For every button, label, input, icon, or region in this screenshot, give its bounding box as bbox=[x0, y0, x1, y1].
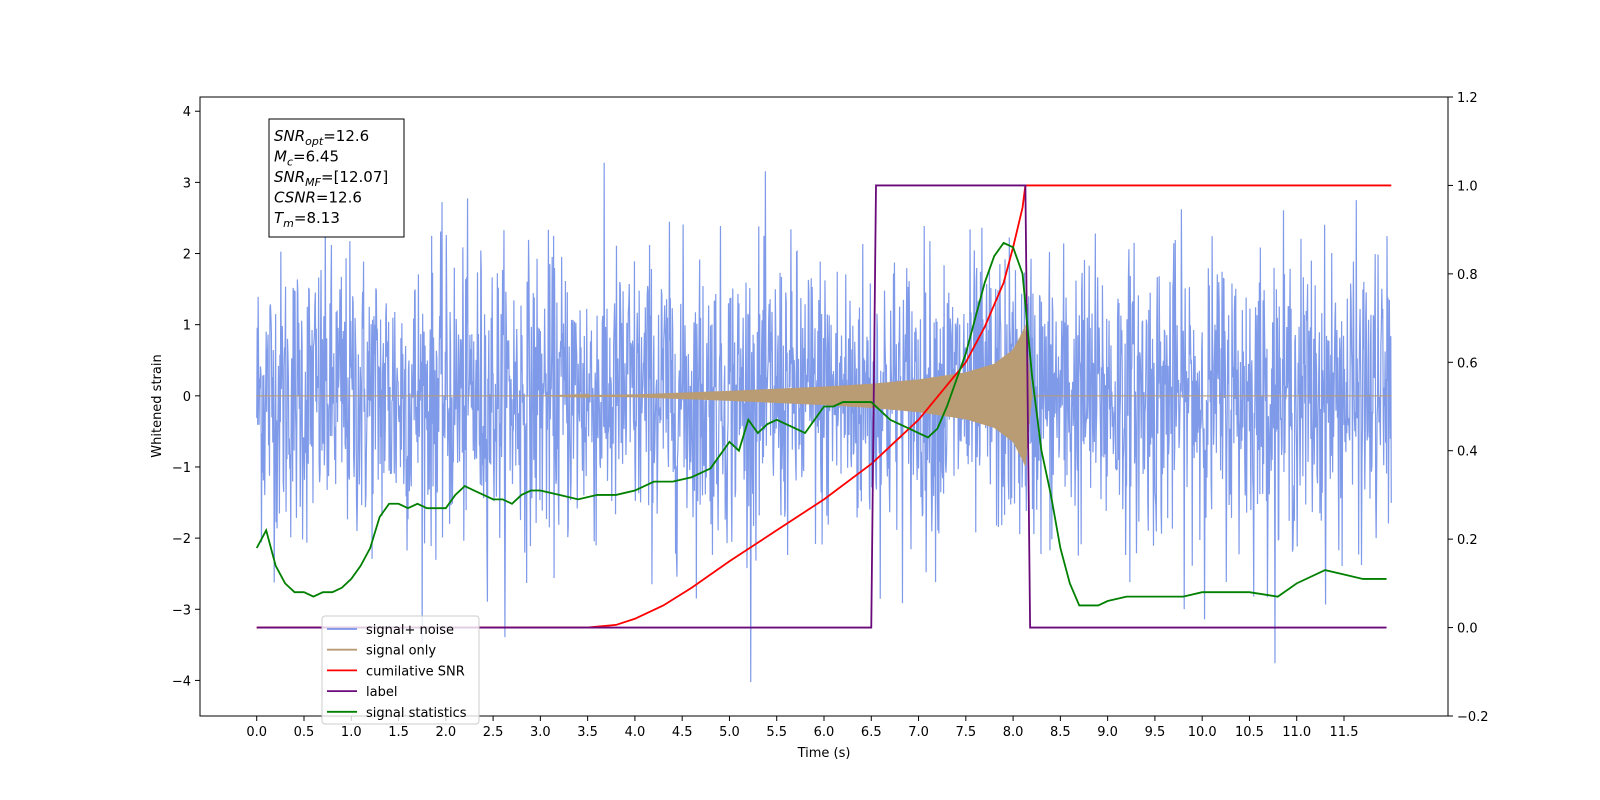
x-axis-label: Time (s) bbox=[797, 746, 851, 761]
annotation-symbol: T bbox=[274, 209, 285, 227]
legend-label: signal statistics bbox=[366, 706, 467, 721]
x-tick-label: 7.5 bbox=[955, 725, 976, 740]
annotation-line: SNRMF=[12.07] bbox=[274, 168, 388, 189]
y-right-tick-label: −0.2 bbox=[1457, 710, 1489, 725]
y-left-tick-label: 2 bbox=[183, 248, 191, 263]
y-left-tick-label: −1 bbox=[172, 461, 191, 476]
annotation-line: SNRopt=12.6 bbox=[274, 127, 369, 148]
y-right-tick-label: 0.8 bbox=[1457, 268, 1478, 283]
annotation-symbol: CSNR bbox=[274, 189, 316, 207]
annotation-symbol: SNR bbox=[274, 168, 305, 186]
x-tick-label: 9.0 bbox=[1097, 725, 1118, 740]
y-right-tick-label: 1.2 bbox=[1457, 91, 1478, 106]
legend: signal+ noise signal only cumilative SNR la… bbox=[321, 615, 480, 725]
legend-label: label bbox=[366, 685, 397, 700]
annotation-subscript: m bbox=[283, 217, 294, 230]
y-right-tick-label: 0.4 bbox=[1457, 445, 1478, 460]
x-tick-label: 11.5 bbox=[1330, 725, 1359, 740]
y-left-tick-label: −4 bbox=[172, 674, 191, 689]
annotation-value: =12.6 bbox=[316, 189, 362, 207]
legend-label: signal+ noise bbox=[366, 623, 454, 638]
series-line-cumilative-snr bbox=[256, 184, 1392, 629]
annotation-subscript: opt bbox=[305, 135, 324, 148]
y-left-tick-label: −2 bbox=[172, 532, 191, 547]
annotation-value: =12.6 bbox=[323, 127, 369, 145]
series-line-signal-statistics bbox=[255, 241, 1387, 607]
series-line-label bbox=[256, 184, 1387, 629]
y-left-tick-label: 3 bbox=[183, 176, 191, 191]
y-axis-label-left: Whitened strain bbox=[150, 354, 165, 457]
y-axis-left: 4 3 2 1 0 −1 −2 −3 −4 bbox=[172, 105, 200, 689]
legend-frame bbox=[321, 615, 480, 725]
y-right-tick-label: 0.6 bbox=[1457, 356, 1478, 371]
x-tick-label: 5.5 bbox=[766, 725, 787, 740]
x-tick-label: 8.0 bbox=[1003, 725, 1024, 740]
annotation-subscript: c bbox=[287, 156, 293, 169]
x-tick-label: 6.0 bbox=[814, 725, 835, 740]
x-tick-label: 11.0 bbox=[1282, 725, 1311, 740]
y-right-tick-label: 1.0 bbox=[1457, 179, 1478, 194]
annotation-value: =6.45 bbox=[293, 148, 339, 166]
legend-label: cumilative SNR bbox=[366, 664, 465, 679]
x-tick-label: 9.5 bbox=[1145, 725, 1166, 740]
legend-label: signal only bbox=[366, 644, 436, 659]
x-tick-label: 8.5 bbox=[1050, 725, 1071, 740]
x-tick-label: 7.0 bbox=[908, 725, 929, 740]
annotation-line: Tm=8.13 bbox=[274, 209, 340, 230]
annotation-box: SNRopt=12.6Mc=6.45SNRMF=[12.07]CSNR=12.6… bbox=[268, 118, 405, 238]
x-tick-label: 3.5 bbox=[577, 725, 598, 740]
x-tick-label: 5.0 bbox=[719, 725, 740, 740]
x-tick-label: 0.5 bbox=[294, 725, 315, 740]
y-right-tick-label: 0.2 bbox=[1457, 533, 1478, 548]
annotation-symbol: SNR bbox=[274, 127, 305, 145]
annotation-frame bbox=[268, 118, 405, 238]
y-axis-right: 1.2 1.0 0.8 0.6 0.4 0.2 0.0 −0.2 bbox=[1448, 91, 1489, 725]
y-left-tick-label: 0 bbox=[183, 390, 191, 405]
annotation-symbol: M bbox=[274, 148, 287, 166]
x-tick-label: 0.0 bbox=[246, 725, 267, 740]
x-tick-label: 10.5 bbox=[1235, 725, 1264, 740]
annotation-line: CSNR=12.6 bbox=[274, 189, 362, 207]
y-left-tick-label: 1 bbox=[183, 319, 191, 334]
series-line-signal-only bbox=[256, 325, 1392, 466]
x-tick-label: 2.0 bbox=[435, 725, 456, 740]
x-tick-label: 3.0 bbox=[530, 725, 551, 740]
x-tick-label: 2.5 bbox=[483, 725, 504, 740]
x-tick-label: 1.5 bbox=[388, 725, 409, 740]
annotation-value: =8.13 bbox=[294, 209, 340, 227]
x-tick-label: 10.0 bbox=[1188, 725, 1217, 740]
x-tick-label: 1.0 bbox=[341, 725, 362, 740]
annotation-line: Mc=6.45 bbox=[274, 148, 339, 169]
y-left-tick-label: 4 bbox=[183, 105, 191, 120]
series-line-signal-noise bbox=[256, 162, 1392, 682]
annotation-value: =[12.07] bbox=[321, 168, 388, 186]
y-left-tick-label: −3 bbox=[172, 603, 191, 618]
annotation-subscript: MF bbox=[305, 176, 321, 189]
x-tick-label: 4.5 bbox=[672, 725, 693, 740]
series-layer bbox=[255, 162, 1392, 682]
x-axis: 0.0 0.5 1.0 1.5 2.0 2.5 3.0 3.5 4.0 4.5 5.0 5.5 6.0 6… bbox=[246, 716, 1358, 740]
x-tick-label: 6.5 bbox=[861, 725, 882, 740]
x-tick-label: 4.0 bbox=[625, 725, 646, 740]
y-right-tick-label: 0.0 bbox=[1457, 622, 1478, 637]
